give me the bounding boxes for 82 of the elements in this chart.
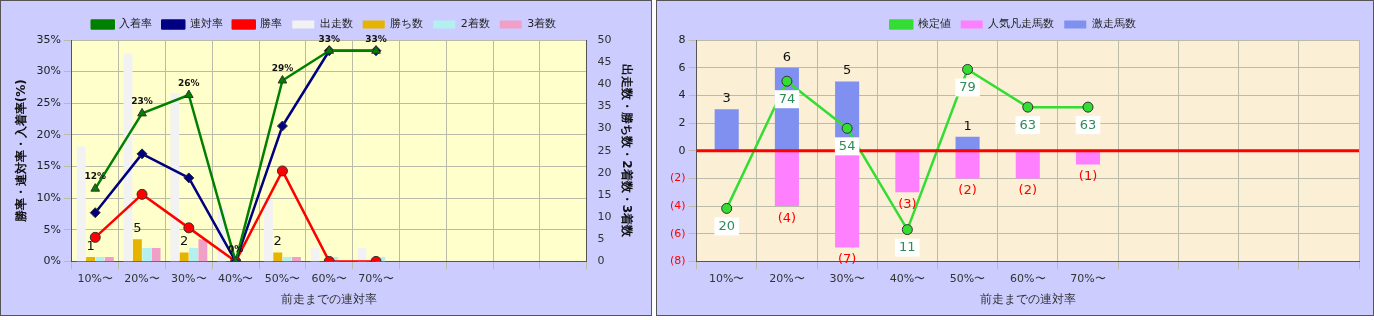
y-tick-label: 20% [36,127,61,141]
y2-axis-title: 出走数・勝ち数・2着数・3着数 [619,64,634,239]
data-label: 33% [365,33,387,44]
y2-tick-label: 0 [597,254,605,268]
y2-tick-label: 10 [597,209,612,223]
legend-label: 勝ち数 [390,17,424,31]
x-tick-label: 20%〜 [769,271,805,285]
x-tick-label: 60%〜 [311,271,347,285]
x-axis-title: 前走までの連対率 [281,291,378,306]
y-tick-label: (4) [669,198,686,212]
data-label: 20 [718,218,735,234]
legend-label: 人気凡走馬数 [988,17,1055,31]
legend-label: 連対率 [189,17,223,31]
data-label: 0% [227,244,244,255]
y-tick-label: 25% [36,96,61,110]
x-tick-label: 30%〜 [829,271,865,285]
y-tick-label: (8) [669,254,686,268]
x-tick-label: 10%〜 [77,271,113,285]
x-tick-label: 20%〜 [124,271,160,285]
x-tick-label: 50%〜 [949,271,986,285]
y2-tick-label: 50 [597,32,612,46]
y-tick-label: 2 [678,115,686,129]
x-tick-label: 70%〜 [1070,271,1106,285]
x-tick-label: 30%〜 [171,271,207,285]
y2-tick-label: 45 [597,55,612,68]
y2-tick-label: 15 [597,187,612,201]
data-label: (3) [898,196,917,212]
data-label: 2 [180,233,189,249]
y-tick-label: (6) [669,226,686,240]
y-tick-label: 15% [36,159,61,173]
legend-label: 勝率 [260,17,283,31]
y2-tick-label: 5 [597,232,605,246]
data-label: 79 [959,79,976,95]
y-tick-label: (2) [669,171,686,185]
legend-label: 3着数 [527,17,557,31]
data-label: 54 [838,138,856,154]
y-tick-label: 35% [36,32,61,46]
y-tick-label: 6 [678,60,686,74]
legend-label: 検定値 [917,17,951,31]
y-tick-label: 4 [678,88,686,102]
data-label: 33% [318,33,340,44]
data-label: (2) [958,182,977,198]
data-label: (1) [1078,168,1098,184]
y2-tick-label: 40 [597,77,612,91]
data-label: 2 [273,233,282,249]
data-label: 5 [133,220,142,236]
data-label: 63 [1079,117,1097,132]
data-label: 5 [842,62,852,78]
data-label: 1 [86,237,95,253]
data-label: 74 [778,91,796,107]
data-label: 26% [178,77,200,88]
x-tick-label: 50%〜 [264,271,301,285]
x-tick-label: 40%〜 [217,271,254,285]
legend-label: 出走数 [319,17,353,31]
y2-tick-label: 35 [597,99,612,113]
x-axis-title: 前走までの連対率 [979,291,1076,306]
x-tick-label: 10%〜 [708,271,745,285]
data-label: 3 [722,90,731,106]
data-label: 23% [131,96,153,107]
data-label: 11 [899,239,916,255]
y-tick-label: 10% [36,191,61,204]
y-tick-label: 30% [36,64,61,78]
data-label: 1 [963,117,972,133]
x-tick-label: 60%〜 [1010,271,1046,285]
legend-label: 激走馬数 [1091,17,1136,31]
y-tick-label: 0% [43,254,61,268]
y-tick-label: 8 [678,32,686,46]
x-tick-label: 40%〜 [889,271,926,285]
legend-label: 入着率 [119,17,153,31]
y-tick-label: 5% [43,222,61,236]
y2-tick-label: 30 [597,121,612,135]
data-label: (2) [1018,182,1037,198]
data-label: 29% [271,63,294,74]
legend-label: 2着数 [460,17,490,31]
data-label: (4) [777,209,797,225]
y2-tick-label: 20 [597,165,612,179]
data-label: 6 [782,48,792,64]
data-label: 63 [1019,117,1037,132]
y2-tick-label: 25 [597,143,612,157]
y-tick-label: 0 [678,143,686,157]
y-axis-title: 勝率・連対率・入着率(%) [14,79,29,224]
x-tick-label: 70%〜 [358,271,394,285]
